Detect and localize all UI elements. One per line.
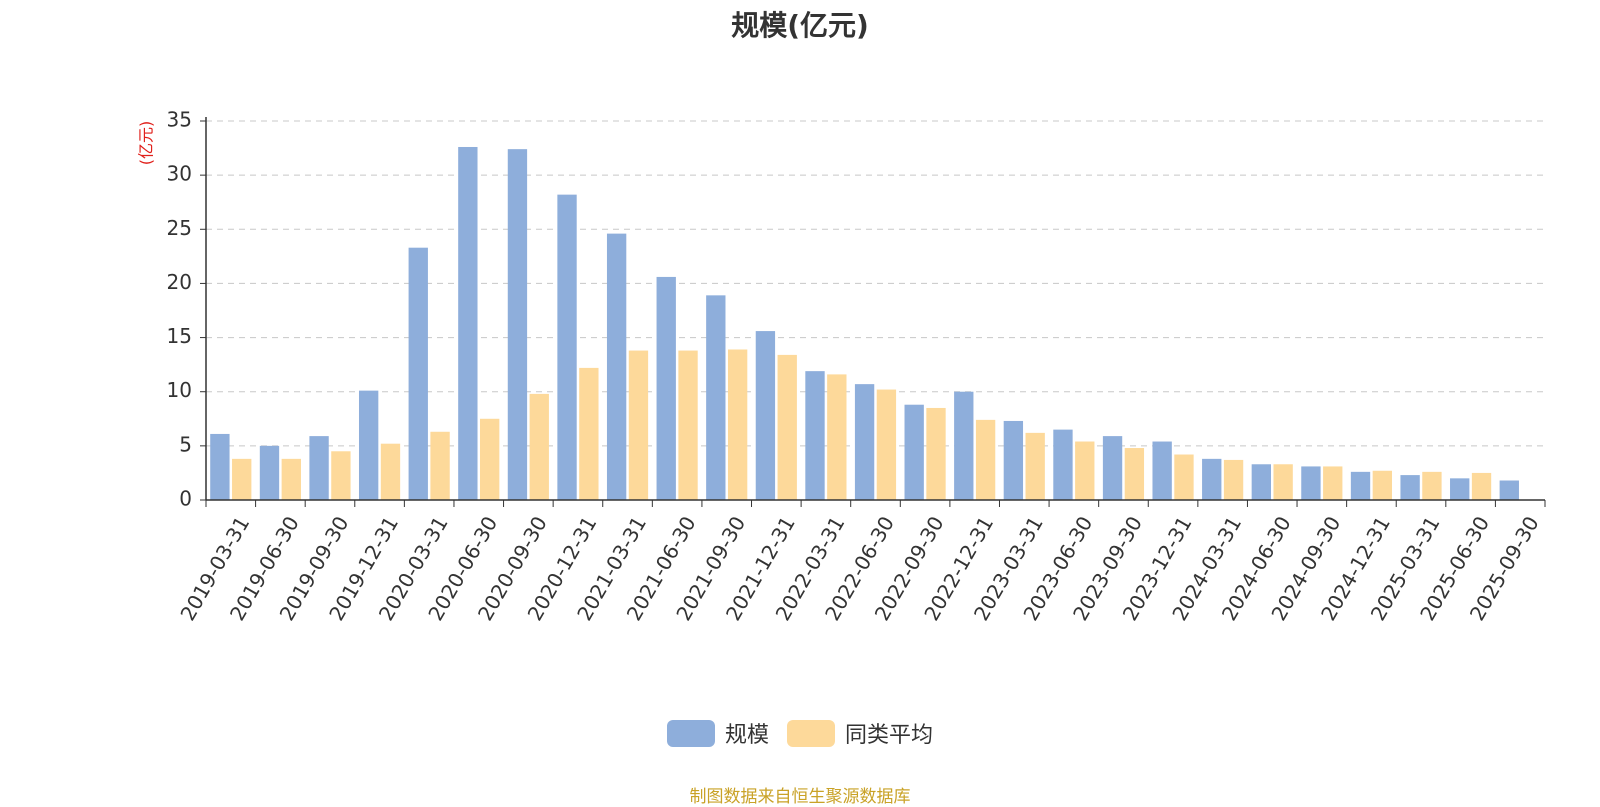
- bar-series-2[interactable]: [281, 458, 301, 500]
- bar-series-1[interactable]: [954, 391, 974, 500]
- legend: 规模 同类平均: [0, 717, 1600, 749]
- bar-series-2[interactable]: [1124, 448, 1145, 500]
- bar-series-2[interactable]: [1471, 472, 1492, 500]
- bar-series-2[interactable]: [1223, 459, 1244, 500]
- x-tick-labels: 2019-03-312019-06-302019-09-302019-12-31…: [175, 512, 1543, 625]
- y-tick-label: 15: [167, 324, 192, 348]
- bar-series-2[interactable]: [1025, 432, 1045, 500]
- bar-series-1[interactable]: [210, 433, 230, 500]
- legend-item-series-2[interactable]: 同类平均: [787, 717, 933, 749]
- bar-series-2[interactable]: [926, 407, 946, 500]
- bar-series-2[interactable]: [678, 350, 698, 500]
- bar-series-2[interactable]: [777, 354, 797, 500]
- bar-series-2[interactable]: [1174, 454, 1194, 500]
- y-tick-label: 30: [167, 162, 192, 186]
- bar-series-1[interactable]: [408, 247, 428, 500]
- bar-series-2[interactable]: [529, 393, 549, 500]
- legend-item-series-1[interactable]: 规模: [666, 717, 769, 749]
- chart-title: 规模(亿元): [731, 9, 869, 42]
- bar-series-1[interactable]: [358, 390, 379, 500]
- bar-series-2[interactable]: [232, 458, 252, 500]
- bar-series-1[interactable]: [259, 445, 280, 500]
- bar-series-1[interactable]: [1350, 471, 1371, 500]
- legend-label-series-1: 规模: [724, 723, 769, 748]
- bar-series-1[interactable]: [507, 149, 528, 500]
- bar-series-2[interactable]: [1323, 466, 1343, 500]
- bar-series-1[interactable]: [1003, 420, 1024, 500]
- y-tick-label: 35: [167, 108, 192, 132]
- bar-series-1[interactable]: [1450, 478, 1470, 500]
- y-axis-unit-label: (亿元): [137, 121, 156, 166]
- bar-series-1[interactable]: [309, 436, 329, 500]
- bar-series-1[interactable]: [1400, 475, 1420, 500]
- bar-series-2[interactable]: [1422, 471, 1442, 500]
- bar-series-1[interactable]: [755, 331, 776, 500]
- bar-series-1[interactable]: [706, 295, 726, 500]
- bar-series-2[interactable]: [380, 443, 401, 500]
- y-tick-label: 10: [167, 378, 192, 402]
- bar-series-2[interactable]: [1075, 441, 1095, 500]
- bar-series-2[interactable]: [430, 431, 450, 500]
- bar-series-1[interactable]: [656, 276, 676, 500]
- bar-series-1[interactable]: [1499, 480, 1519, 500]
- legend-swatch-series-2: [787, 719, 835, 747]
- bar-series-2[interactable]: [579, 367, 599, 500]
- y-tick-label: 5: [179, 432, 192, 456]
- bars: [210, 146, 1519, 501]
- grid-lines: [200, 120, 1545, 501]
- bar-series-1[interactable]: [904, 404, 924, 500]
- bar-series-1[interactable]: [1301, 466, 1321, 500]
- bar-series-2[interactable]: [479, 418, 500, 500]
- bar-series-2[interactable]: [331, 451, 351, 500]
- bar-series-1[interactable]: [854, 384, 875, 500]
- y-tick-label: 0: [179, 487, 192, 511]
- bar-series-2[interactable]: [876, 389, 897, 500]
- bar-series-2[interactable]: [1372, 470, 1393, 500]
- bar-series-2[interactable]: [727, 349, 748, 500]
- bar-series-1[interactable]: [805, 371, 825, 500]
- bar-series-1[interactable]: [606, 233, 627, 501]
- y-tick-labels: 0 5 10 15 20 25 30 35: [167, 108, 192, 511]
- y-tick-label: 25: [167, 216, 192, 240]
- bar-series-2[interactable]: [827, 374, 847, 500]
- bar-series-2[interactable]: [628, 350, 649, 500]
- bar-series-2[interactable]: [1273, 464, 1293, 500]
- legend-swatch-series-1: [666, 719, 715, 747]
- y-tick-label: 20: [167, 270, 192, 294]
- axes: [205, 117, 1546, 507]
- bar-series-1[interactable]: [1202, 458, 1222, 500]
- bar-series-1[interactable]: [1251, 464, 1272, 500]
- bar-series-1[interactable]: [458, 146, 478, 500]
- bar-series-1[interactable]: [1102, 436, 1123, 500]
- bar-series-1[interactable]: [557, 194, 577, 501]
- source-note: 制图数据来自恒生聚源数据库: [689, 787, 911, 807]
- bar-series-1[interactable]: [1053, 429, 1073, 500]
- bar-series-1[interactable]: [1152, 441, 1172, 500]
- bar-series-2[interactable]: [975, 419, 996, 500]
- legend-label-series-2: 同类平均: [845, 723, 934, 748]
